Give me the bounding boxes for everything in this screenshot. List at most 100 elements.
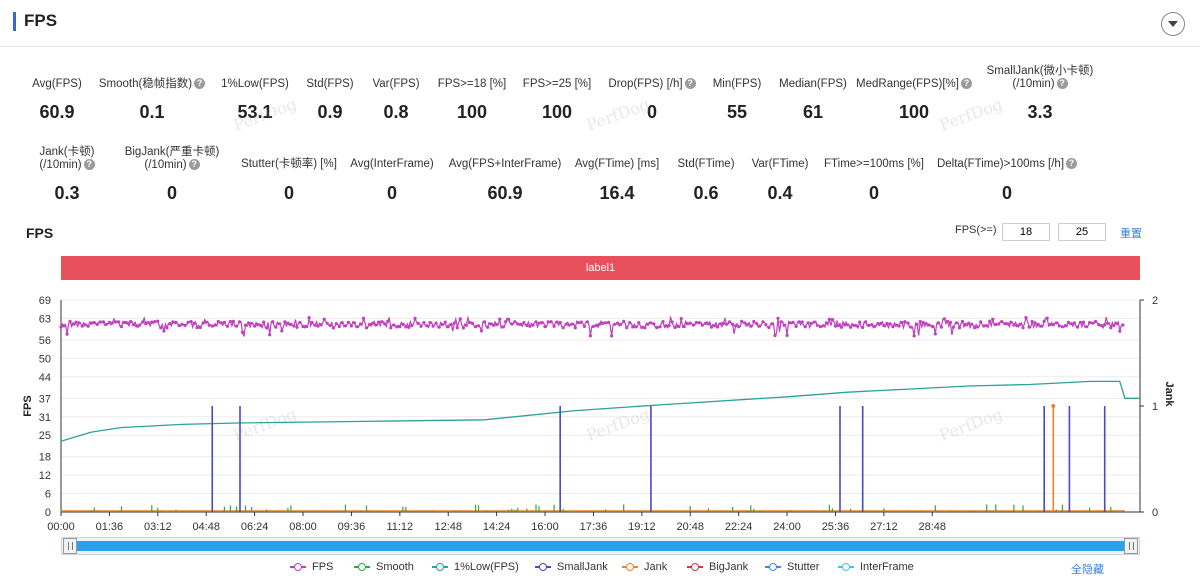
metric-value: 0	[646, 102, 657, 122]
legend-item-stutter[interactable]: Stutter	[765, 561, 819, 573]
fps-point	[849, 325, 853, 329]
help-icon[interactable]: ?	[194, 78, 206, 90]
help-icon[interactable]: ?	[1066, 158, 1078, 170]
fps-point	[141, 320, 145, 324]
fps-point	[473, 325, 478, 329]
fps-point	[135, 324, 139, 328]
legend-item-jank[interactable]: Jank	[622, 561, 667, 573]
fps-point	[358, 322, 363, 326]
fps-point	[791, 320, 795, 324]
fps-point	[443, 320, 447, 324]
fps-point	[1072, 321, 1077, 325]
collapse-chevron-icon[interactable]	[1161, 12, 1185, 36]
metric-7: Var(FTime) 0.4	[705, 158, 855, 208]
fps-point	[613, 322, 617, 326]
x-tick-label: 09:36	[338, 521, 366, 533]
fps-point	[1069, 322, 1073, 326]
time-range-slider[interactable]	[61, 537, 1140, 555]
legend-item-smooth[interactable]: Smooth	[354, 561, 414, 573]
fps-point	[921, 320, 925, 325]
slider-right-handle[interactable]	[1124, 538, 1138, 554]
slider-left-handle[interactable]	[63, 538, 77, 554]
fps-point	[392, 323, 396, 327]
fps-point	[891, 325, 895, 329]
fps-point	[452, 321, 456, 325]
fps-point	[555, 320, 559, 324]
fps-point	[567, 323, 571, 327]
fps-point	[985, 324, 989, 328]
reset-button[interactable]: 重置	[1120, 228, 1142, 240]
fps-point	[531, 323, 535, 327]
fps-point	[597, 322, 602, 326]
metric-5: Avg(FTime) [ms] 16.4	[542, 158, 692, 208]
fps-point	[725, 322, 729, 326]
fps-point	[422, 321, 426, 325]
fps-point	[219, 321, 223, 325]
fps-point	[59, 325, 63, 329]
help-icon[interactable]: ?	[83, 159, 95, 171]
y-tick-label: 63	[39, 313, 51, 325]
y-right-tick-label: 2	[1152, 295, 1158, 307]
fps-point	[449, 323, 453, 327]
fps-point	[1042, 319, 1046, 323]
time-range-selection[interactable]	[76, 541, 1125, 551]
fps-point	[304, 324, 308, 328]
metric-label: FPS>=25 [%]	[522, 78, 592, 90]
help-icon[interactable]: ?	[1056, 78, 1068, 90]
metric-label: Std(FPS)	[306, 78, 354, 90]
fps-point	[322, 317, 326, 321]
fps-point	[815, 323, 819, 327]
legend-item-interframe[interactable]: InterFrame	[838, 561, 914, 573]
fps-point	[325, 321, 329, 325]
fps-point	[1100, 324, 1104, 328]
help-icon[interactable]: ?	[684, 78, 696, 90]
metric-label: 1%Low(FPS)	[221, 78, 289, 90]
fps-point	[1012, 323, 1016, 327]
fps-point	[773, 333, 777, 338]
metric-value: 0	[868, 183, 879, 203]
fps-point	[873, 324, 877, 328]
y-right-tick-label: 1	[1152, 401, 1158, 413]
metric-value: 53.1	[237, 102, 273, 122]
fps-point	[534, 320, 538, 324]
fps-point	[1036, 322, 1040, 326]
fps-point	[407, 325, 411, 329]
section-header: FPS	[0, 0, 1200, 47]
fps-point	[933, 332, 937, 336]
fps-threshold-input-1[interactable]	[1002, 223, 1050, 241]
fps-point	[68, 319, 72, 323]
fps-point	[268, 333, 272, 337]
fps-point	[537, 321, 541, 325]
fps-point	[292, 324, 296, 328]
fps-point	[486, 325, 490, 329]
fps-point	[939, 325, 943, 329]
hide-all-button[interactable]: 全隐藏	[1071, 564, 1104, 576]
fps-point	[231, 319, 235, 323]
fps-point	[313, 323, 317, 327]
fps-point	[588, 334, 593, 338]
fps-point	[667, 323, 671, 328]
fps-point	[440, 322, 444, 327]
help-icon[interactable]: ?	[188, 159, 200, 171]
fps-point	[116, 320, 121, 324]
fps-point	[549, 320, 553, 324]
legend-item-smalljank[interactable]: SmallJank	[535, 561, 608, 573]
fps-point	[1085, 325, 1089, 329]
fps-point	[301, 324, 305, 329]
metric-value: 55	[726, 102, 748, 122]
fps-point	[661, 320, 665, 324]
fps-point	[1121, 323, 1125, 327]
fps-point	[62, 324, 66, 328]
legend-item-bigjank[interactable]: BigJank	[687, 561, 748, 573]
metric-8: Min(FPS) 55	[662, 78, 812, 128]
fps-point	[446, 325, 450, 329]
fps-point	[516, 322, 520, 326]
help-icon[interactable]: ?	[960, 78, 972, 90]
metric-label: Var(FTime)	[751, 158, 809, 170]
legend-item-1-low-fps-[interactable]: 1%Low(FPS)	[432, 561, 519, 573]
label-band[interactable]: label1	[61, 256, 1140, 280]
metric-value: 0	[283, 183, 294, 203]
y-tick-label: 69	[39, 295, 51, 307]
legend-item-fps[interactable]: FPS	[290, 561, 333, 573]
fps-threshold-input-2[interactable]	[1058, 223, 1106, 241]
